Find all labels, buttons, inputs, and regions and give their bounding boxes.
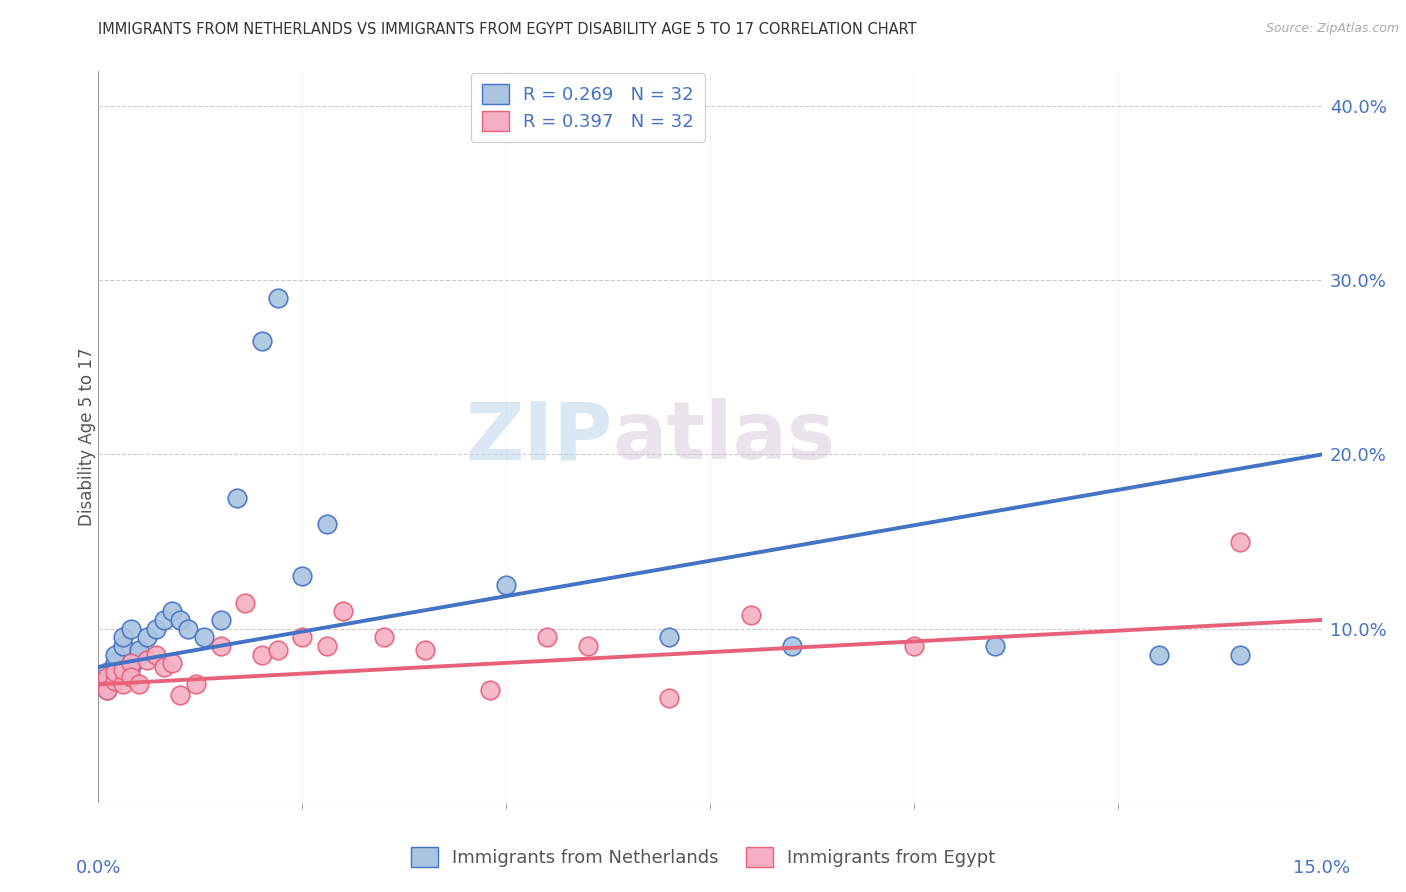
Point — [136, 631, 159, 645]
Point — [984, 639, 1007, 653]
Point — [1147, 648, 1170, 662]
Text: Source: ZipAtlas.com: Source: ZipAtlas.com — [1265, 22, 1399, 36]
Point — [104, 665, 127, 680]
Text: 0.0%: 0.0% — [76, 858, 121, 877]
Point — [128, 642, 150, 657]
Point — [120, 657, 142, 671]
Point — [291, 631, 314, 645]
Point — [120, 660, 142, 674]
Point — [267, 642, 290, 657]
Point — [96, 665, 118, 680]
Point — [267, 291, 290, 305]
Point — [128, 648, 150, 662]
Point — [373, 631, 395, 645]
Point — [209, 613, 232, 627]
Point — [413, 642, 436, 657]
Point — [145, 648, 167, 662]
Point — [104, 657, 127, 671]
Point — [780, 639, 803, 653]
Point — [111, 664, 134, 678]
Point — [104, 673, 127, 688]
Point — [226, 491, 249, 505]
Point — [152, 660, 174, 674]
Point — [169, 613, 191, 627]
Point — [291, 569, 314, 583]
Point — [104, 648, 127, 662]
Point — [536, 631, 558, 645]
Point — [160, 657, 183, 671]
Point — [120, 670, 142, 684]
Point — [96, 682, 118, 697]
Point — [209, 639, 232, 653]
Point — [177, 622, 200, 636]
Point — [332, 604, 354, 618]
Point — [250, 648, 273, 662]
Text: ZIP: ZIP — [465, 398, 612, 476]
Point — [111, 639, 134, 653]
Point — [658, 691, 681, 706]
Point — [96, 677, 118, 691]
Point — [128, 677, 150, 691]
Point — [1229, 648, 1251, 662]
Point — [120, 622, 142, 636]
Point — [315, 639, 337, 653]
Point — [160, 604, 183, 618]
Text: 15.0%: 15.0% — [1294, 858, 1350, 877]
Point — [96, 673, 118, 688]
Point — [478, 682, 501, 697]
Point — [193, 631, 215, 645]
Point — [315, 517, 337, 532]
Point — [169, 688, 191, 702]
Point — [152, 613, 174, 627]
Point — [233, 595, 256, 609]
Point — [740, 607, 762, 622]
Point — [104, 670, 127, 684]
Point — [96, 670, 118, 684]
Point — [136, 653, 159, 667]
Legend: Immigrants from Netherlands, Immigrants from Egypt: Immigrants from Netherlands, Immigrants … — [404, 839, 1002, 874]
Point — [250, 334, 273, 349]
Point — [658, 631, 681, 645]
Point — [1229, 534, 1251, 549]
Text: IMMIGRANTS FROM NETHERLANDS VS IMMIGRANTS FROM EGYPT DISABILITY AGE 5 TO 17 CORR: IMMIGRANTS FROM NETHERLANDS VS IMMIGRANT… — [98, 22, 917, 37]
Point — [145, 622, 167, 636]
Point — [96, 677, 118, 691]
Point — [111, 677, 134, 691]
Y-axis label: Disability Age 5 to 17: Disability Age 5 to 17 — [79, 348, 96, 526]
Point — [96, 682, 118, 697]
Legend: R = 0.269   N = 32, R = 0.397   N = 32: R = 0.269 N = 32, R = 0.397 N = 32 — [471, 73, 704, 142]
Text: atlas: atlas — [612, 398, 835, 476]
Point — [576, 639, 599, 653]
Point — [903, 639, 925, 653]
Point — [111, 631, 134, 645]
Point — [495, 578, 517, 592]
Point — [186, 677, 208, 691]
